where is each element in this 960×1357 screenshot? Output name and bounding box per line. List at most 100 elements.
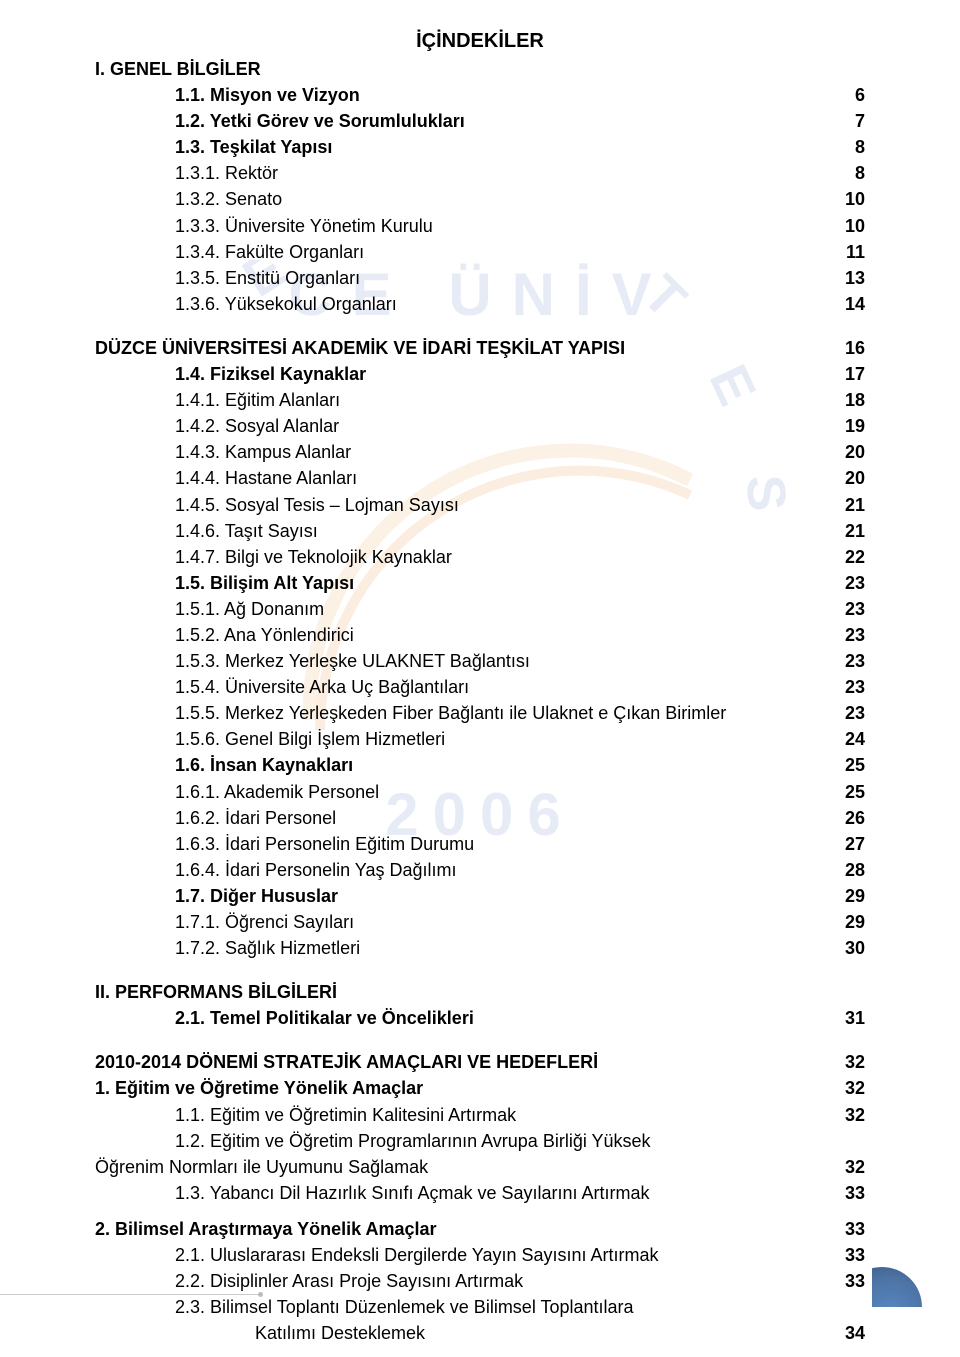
toc-row: 1.3.4. Fakülte Organları11 xyxy=(95,239,865,265)
toc-row: 1.4.5. Sosyal Tesis – Lojman Sayısı21 xyxy=(95,492,865,518)
page: E R S İ T E S CE ÜNİV 2006 İÇİNDEKİLER I… xyxy=(0,0,960,1357)
content: İÇİNDEKİLER I. GENEL BİLGİLER1.1. Misyon… xyxy=(95,30,865,1346)
toc-row: 1.2. Eğitim ve Öğretim Programlarının Av… xyxy=(95,1128,865,1154)
toc-label: 1.5.1. Ağ Donanım xyxy=(175,596,835,622)
toc-row: 1.1. Misyon ve Vizyon6 xyxy=(95,82,865,108)
toc-label: 1.5.2. Ana Yönlendirici xyxy=(175,622,835,648)
toc-page: 7 xyxy=(835,108,865,134)
toc-page: 6 xyxy=(835,82,865,108)
toc-page: 31 xyxy=(835,1005,865,1031)
toc-label: 1.2. Yetki Görev ve Sorumlulukları xyxy=(175,108,835,134)
toc-page: 8 xyxy=(835,134,865,160)
toc-page: 16 xyxy=(835,335,865,361)
toc-label: 2010-2014 DÖNEMİ STRATEJİK AMAÇLARI VE H… xyxy=(95,1049,835,1075)
toc-page: 32 xyxy=(835,1102,865,1128)
toc-row: 2.1. Uluslararası Endeksli Dergilerde Ya… xyxy=(95,1242,865,1268)
toc-row: 1.6.1. Akademik Personel25 xyxy=(95,779,865,805)
toc-label: 1.4.7. Bilgi ve Teknolojik Kaynaklar xyxy=(175,544,835,570)
page-number: 4 xyxy=(898,1318,908,1339)
toc-row: 1.3.1. Rektör8 xyxy=(95,160,865,186)
toc-page: 23 xyxy=(835,674,865,700)
toc-label: 2.2. Disiplinler Arası Proje Sayısını Ar… xyxy=(175,1268,835,1294)
toc-row: 1.7.2. Sağlık Hizmetleri30 xyxy=(95,935,865,961)
toc-row: 1.4.4. Hastane Alanları20 xyxy=(95,465,865,491)
toc-label: 1.6.4. İdari Personelin Yaş Dağılımı xyxy=(175,857,835,883)
toc-label: 2.1. Temel Politikalar ve Öncelikleri xyxy=(175,1005,835,1031)
toc-row: 1.3. Yabancı Dil Hazırlık Sınıfı Açmak v… xyxy=(95,1180,865,1206)
toc-row: 1. Eğitim ve Öğretime Yönelik Amaçlar32 xyxy=(95,1075,865,1101)
toc-row: 1.6.3. İdari Personelin Eğitim Durumu27 xyxy=(95,831,865,857)
toc-row: I. GENEL BİLGİLER xyxy=(95,56,865,82)
toc-page: 32 xyxy=(835,1049,865,1075)
toc-label: 2.1. Uluslararası Endeksli Dergilerde Ya… xyxy=(175,1242,835,1268)
toc-row: 1.5.4. Üniversite Arka Uç Bağlantıları23 xyxy=(95,674,865,700)
toc-label: 1.4.5. Sosyal Tesis – Lojman Sayısı xyxy=(175,492,835,518)
toc-label: 1.3.3. Üniversite Yönetim Kurulu xyxy=(175,213,835,239)
toc-row: 1.4. Fiziksel Kaynaklar17 xyxy=(95,361,865,387)
toc-row: 1.1. Eğitim ve Öğretimin Kalitesini Artı… xyxy=(95,1102,865,1128)
toc-page: 23 xyxy=(835,622,865,648)
toc-page: 29 xyxy=(835,883,865,909)
toc-page: 19 xyxy=(835,413,865,439)
toc-row: 1.7. Diğer Hususlar29 xyxy=(95,883,865,909)
toc-page: 21 xyxy=(835,518,865,544)
toc-page: 10 xyxy=(835,213,865,239)
toc-row: 1.4.3. Kampus Alanlar20 xyxy=(95,439,865,465)
toc-row: 1.2. Yetki Görev ve Sorumlulukları7 xyxy=(95,108,865,134)
toc-label: 2. Bilimsel Araştırmaya Yönelik Amaçlar xyxy=(95,1216,835,1242)
toc-row: 1.5.1. Ağ Donanım23 xyxy=(95,596,865,622)
toc-label: 1.5.6. Genel Bilgi İşlem Hizmetleri xyxy=(175,726,835,752)
toc-row: II. PERFORMANS BİLGİLERİ xyxy=(95,979,865,1005)
toc-page: 21 xyxy=(835,492,865,518)
toc-label: 1.5. Bilişim Alt Yapısı xyxy=(175,570,835,596)
toc-label: 1.4.1. Eğitim Alanları xyxy=(175,387,835,413)
toc-row: 1.4.1. Eğitim Alanları18 xyxy=(95,387,865,413)
toc-page: 30 xyxy=(835,935,865,961)
toc-page: 13 xyxy=(835,265,865,291)
toc-page: 23 xyxy=(835,570,865,596)
toc-page: 33 xyxy=(835,1180,865,1206)
toc-page: 23 xyxy=(835,596,865,622)
toc-page: 32 xyxy=(835,1154,865,1180)
toc-row: 1.3.3. Üniversite Yönetim Kurulu10 xyxy=(95,213,865,239)
toc-row: 1.4.7. Bilgi ve Teknolojik Kaynaklar22 xyxy=(95,544,865,570)
toc-label: 1.5.3. Merkez Yerleşke ULAKNET Bağlantıs… xyxy=(175,648,835,674)
toc-label: 1.7.1. Öğrenci Sayıları xyxy=(175,909,835,935)
toc-page: 23 xyxy=(835,648,865,674)
toc-row: 2.2. Disiplinler Arası Proje Sayısını Ar… xyxy=(95,1268,865,1294)
toc-label: 1.4.2. Sosyal Alanlar xyxy=(175,413,835,439)
toc-page: 24 xyxy=(835,726,865,752)
toc-page: 33 xyxy=(835,1242,865,1268)
toc-label: Öğrenim Normları ile Uyumunu Sağlamak xyxy=(95,1154,835,1180)
toc-row: 1.3. Teşkilat Yapısı8 xyxy=(95,134,865,160)
toc-label: 1.3.4. Fakülte Organları xyxy=(175,239,835,265)
toc-page: 25 xyxy=(835,779,865,805)
toc-label: 1. Eğitim ve Öğretime Yönelik Amaçlar xyxy=(95,1075,835,1101)
toc-label: 1.3. Teşkilat Yapısı xyxy=(175,134,835,160)
toc-row: 1.3.2. Senato10 xyxy=(95,186,865,212)
toc-label: 1.3.1. Rektör xyxy=(175,160,835,186)
toc-label: 1.4.6. Taşıt Sayısı xyxy=(175,518,835,544)
toc-row: 1.6. İnsan Kaynakları25 xyxy=(95,752,865,778)
toc-page: 10 xyxy=(835,186,865,212)
toc-page: 26 xyxy=(835,805,865,831)
toc-page: 20 xyxy=(835,439,865,465)
toc-page: 25 xyxy=(835,752,865,778)
toc-page: 18 xyxy=(835,387,865,413)
toc-label: 1.2. Eğitim ve Öğretim Programlarının Av… xyxy=(175,1128,865,1154)
toc-page: 27 xyxy=(835,831,865,857)
toc-label: 1.6.3. İdari Personelin Eğitim Durumu xyxy=(175,831,835,857)
toc-label: 1.6.1. Akademik Personel xyxy=(175,779,835,805)
toc-label: 1.4.4. Hastane Alanları xyxy=(175,465,835,491)
toc-label: 1.7.2. Sağlık Hizmetleri xyxy=(175,935,835,961)
toc-row: 1.5. Bilişim Alt Yapısı23 xyxy=(95,570,865,596)
toc-page: 23 xyxy=(835,700,865,726)
toc-row: Öğrenim Normları ile Uyumunu Sağlamak32 xyxy=(95,1154,865,1180)
toc-label: I. GENEL BİLGİLER xyxy=(95,56,865,82)
toc-label: 1.1. Eğitim ve Öğretimin Kalitesini Artı… xyxy=(175,1102,835,1128)
toc-page: 28 xyxy=(835,857,865,883)
toc-page: 29 xyxy=(835,909,865,935)
toc-label: 1.6.2. İdari Personel xyxy=(175,805,835,831)
toc-row: 1.4.6. Taşıt Sayısı21 xyxy=(95,518,865,544)
toc-row: Katılımı Desteklemek34 xyxy=(95,1320,865,1346)
